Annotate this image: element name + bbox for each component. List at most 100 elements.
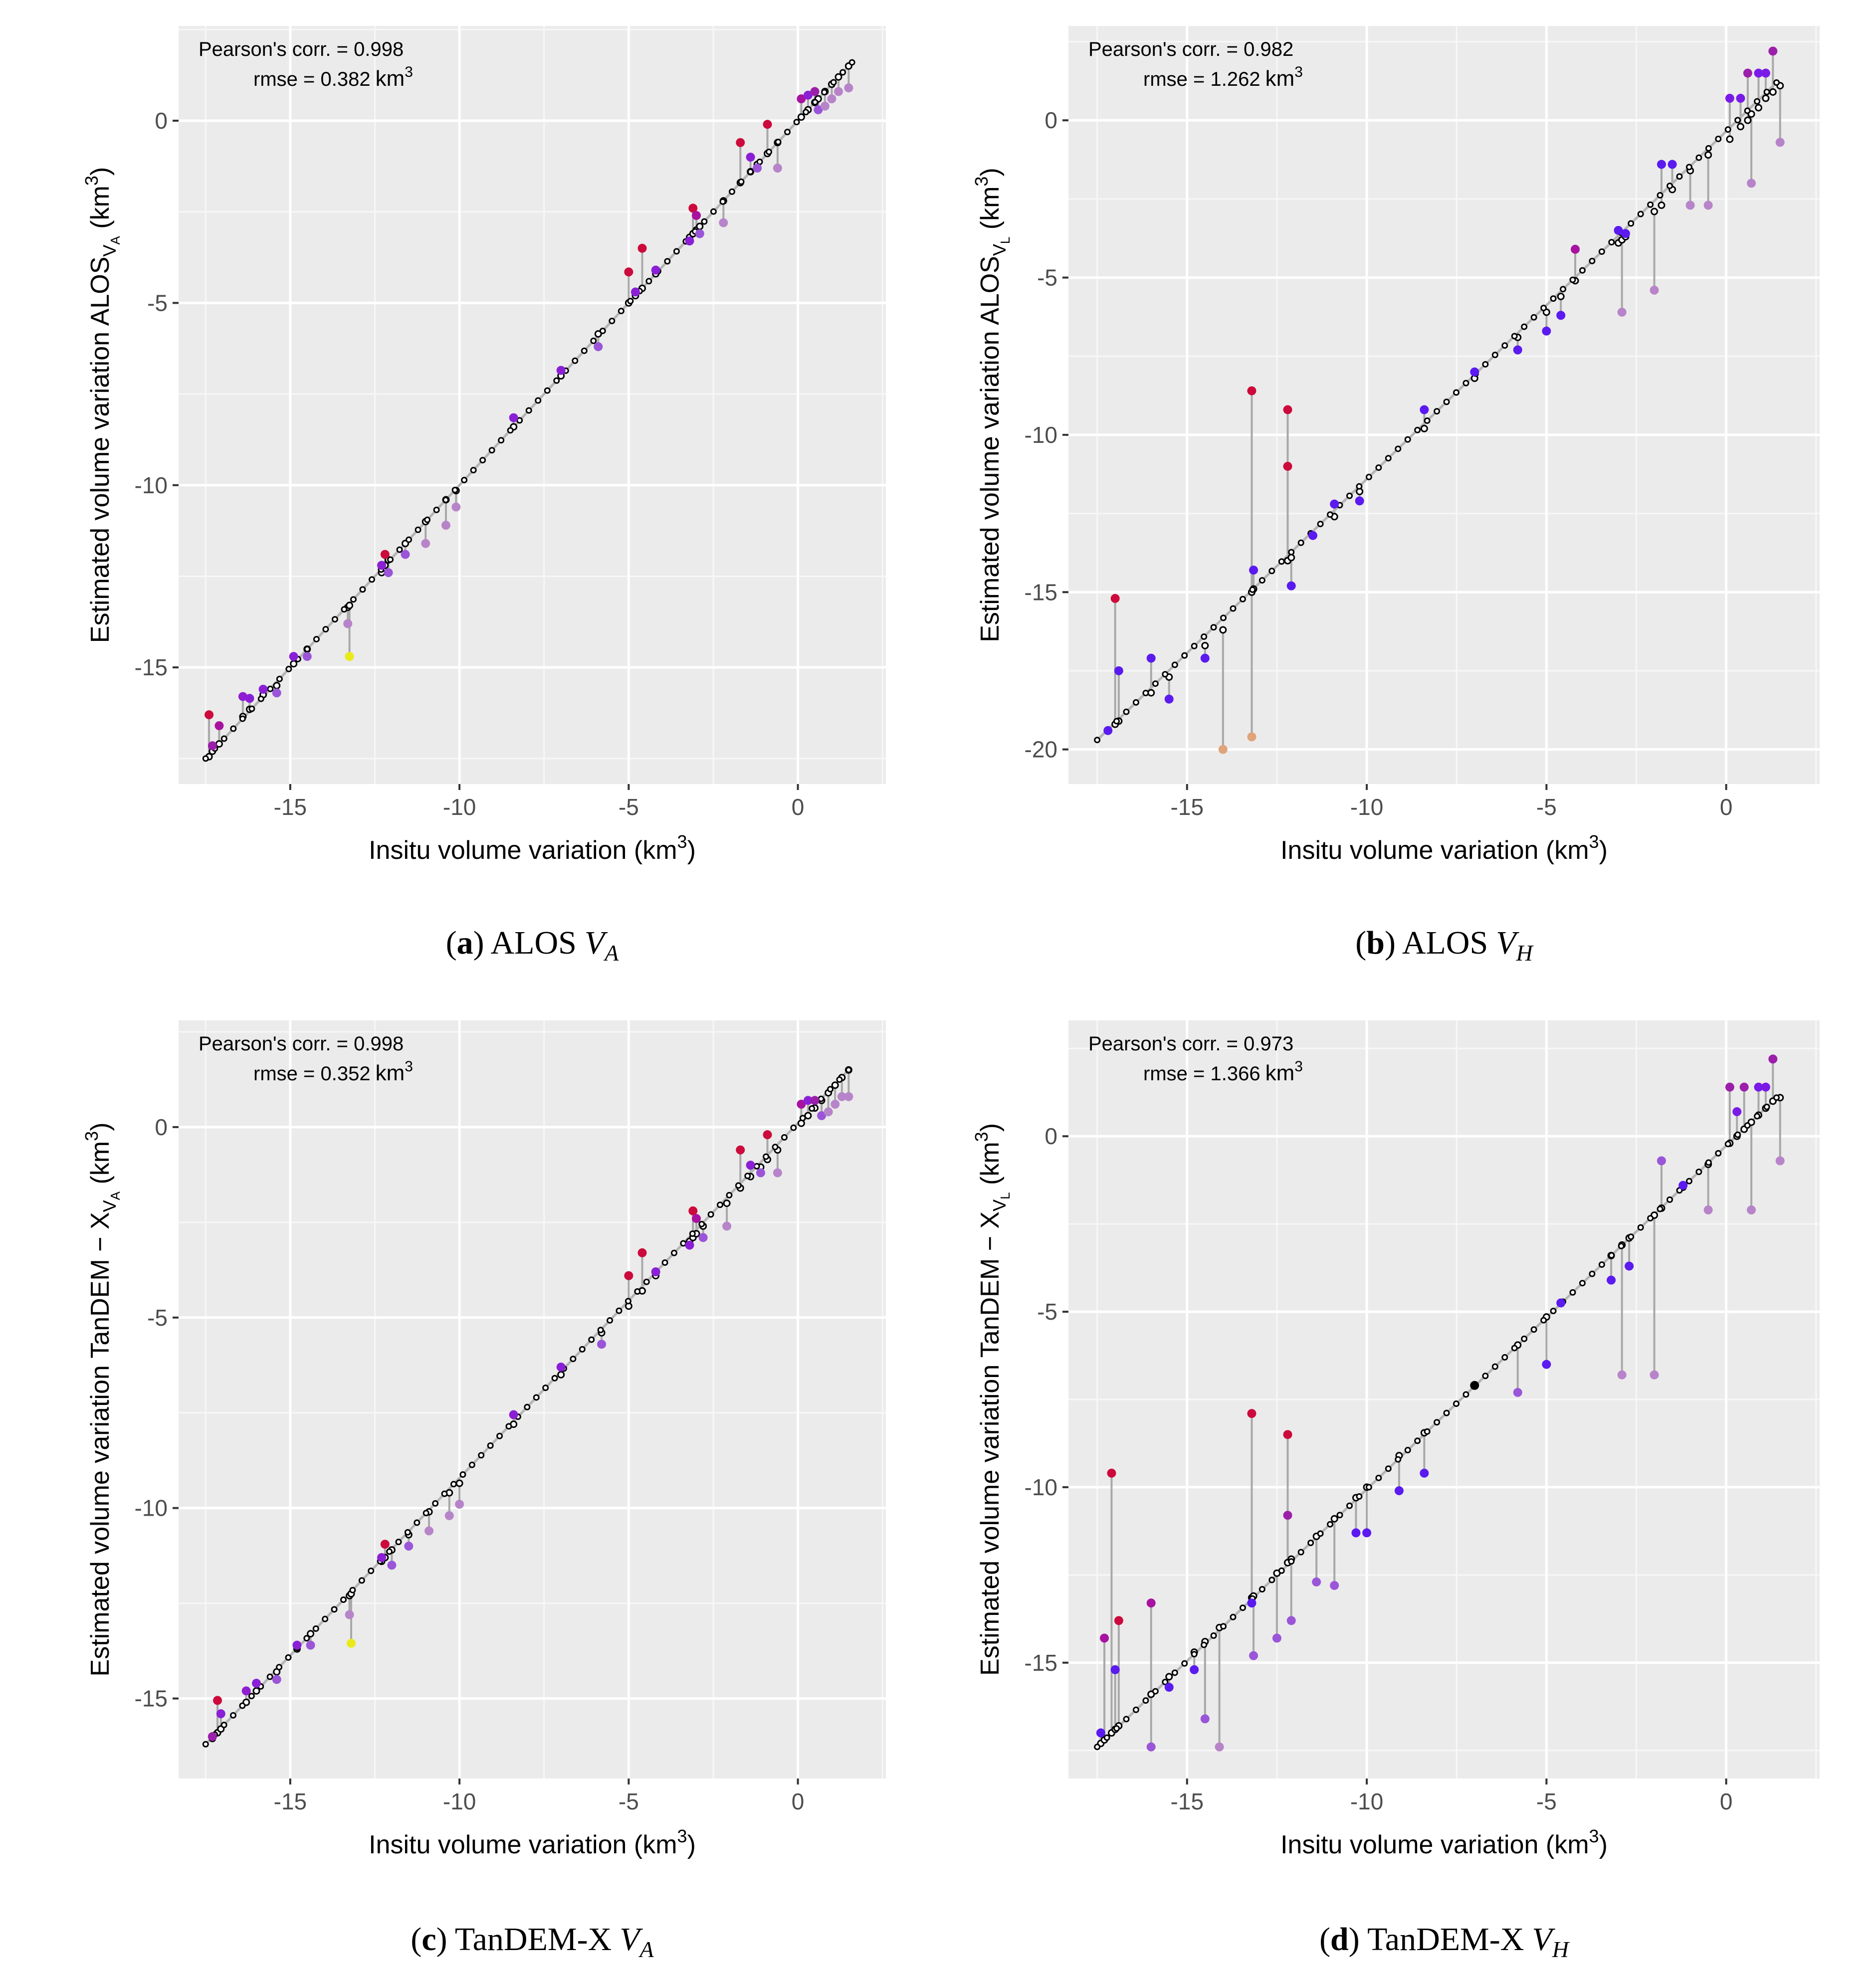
estimated-point xyxy=(289,652,298,661)
estimated-point xyxy=(1218,745,1228,754)
insitu-point xyxy=(775,139,782,146)
insitu-point xyxy=(717,1201,724,1208)
estimated-point xyxy=(651,265,660,275)
y-axis-label-tail: (km xyxy=(976,187,1005,237)
estimated-point xyxy=(1775,1156,1785,1166)
estimated-point xyxy=(1308,531,1317,540)
x-tick-label: -10 xyxy=(443,794,476,820)
insitu-point xyxy=(451,486,458,493)
caption-open: ( xyxy=(1319,1921,1330,1958)
y-tick-label: 0 xyxy=(155,1114,168,1140)
rmse-unit-sup: 3 xyxy=(405,64,413,80)
insitu-point xyxy=(1715,1150,1722,1157)
insitu-point xyxy=(396,546,403,553)
insitu-point xyxy=(1152,1688,1159,1695)
estimated-point xyxy=(1761,68,1770,78)
insitu-point xyxy=(1589,257,1596,264)
insitu-point xyxy=(1385,1465,1392,1472)
insitu-point xyxy=(386,1548,393,1555)
y-axis-label: Estimated volume variation TanDEM − XVA … xyxy=(81,1123,123,1677)
insitu-point xyxy=(1152,680,1159,687)
insitu-point xyxy=(1094,1744,1101,1751)
insitu-point xyxy=(303,1635,310,1642)
insitu-point xyxy=(1685,164,1692,171)
insitu-point xyxy=(1667,183,1673,190)
y-tick-label: -10 xyxy=(1025,1474,1057,1500)
insitu-point xyxy=(1540,304,1547,311)
insitu-point xyxy=(1395,445,1402,452)
insitu-point xyxy=(1330,1515,1338,1523)
caption-letter: d xyxy=(1330,1921,1349,1958)
insitu-point xyxy=(607,1317,614,1324)
insitu-point xyxy=(1220,1623,1227,1630)
insitu-point xyxy=(470,467,477,474)
estimated-point xyxy=(1621,229,1630,238)
x-tick-label: -5 xyxy=(1536,1788,1557,1814)
x-tick-label: -10 xyxy=(443,1788,476,1814)
insitu-point xyxy=(1521,323,1528,330)
estimated-point xyxy=(1114,1616,1123,1625)
insitu-point xyxy=(450,1481,457,1488)
estimated-point xyxy=(384,568,393,578)
x-axis-label-close: ) xyxy=(687,836,696,865)
insitu-point xyxy=(432,1500,439,1507)
insitu-point xyxy=(821,89,828,96)
estimated-point xyxy=(441,521,450,530)
estimated-point xyxy=(238,692,247,701)
insitu-point xyxy=(812,99,819,106)
estimated-point xyxy=(1617,1370,1627,1380)
insitu-point xyxy=(424,516,431,523)
estimated-point xyxy=(1685,200,1695,210)
y-axis-label-tail: (km xyxy=(976,1142,1005,1192)
insitu-point xyxy=(738,178,745,185)
insitu-point xyxy=(588,1336,595,1343)
y-axis-label-sup: 3 xyxy=(81,176,102,186)
x-tick-label: -15 xyxy=(274,1788,307,1814)
estimated-point xyxy=(1513,1387,1522,1397)
insitu-point xyxy=(1589,1270,1596,1277)
insitu-point xyxy=(728,188,735,195)
estimated-point xyxy=(692,211,701,220)
pearson-annotation: Pearson's corr. = 0.973 xyxy=(1088,1033,1293,1055)
estimated-point xyxy=(1100,1633,1109,1643)
x-tick-label: -15 xyxy=(274,794,307,820)
insitu-point xyxy=(422,1510,429,1517)
insitu-point xyxy=(1550,1308,1557,1315)
insitu-point xyxy=(215,740,223,748)
estimated-point xyxy=(306,1640,315,1650)
estimated-point xyxy=(1725,1082,1734,1092)
y-tick-label: -5 xyxy=(147,1305,168,1331)
estimated-point xyxy=(1657,160,1666,169)
x-tick-label: -5 xyxy=(619,1788,639,1814)
chart-panel-d: -15 -10 -5 0 -15 -10 -5 0 Pearson's corr. = 0.97… xyxy=(971,1020,1820,1962)
y-axis-label-sub: V xyxy=(99,245,120,257)
caption-text: TanDEM-X xyxy=(455,1921,612,1958)
insitu-point xyxy=(680,1240,687,1247)
y-tick-label: -5 xyxy=(147,290,168,316)
estimated-point xyxy=(1200,1714,1210,1724)
y-axis-label-subsub: A xyxy=(108,236,123,245)
insitu-point xyxy=(1734,1131,1741,1138)
insitu-point xyxy=(803,109,810,116)
insitu-point xyxy=(1608,1252,1615,1259)
insitu-point xyxy=(1618,1242,1625,1249)
insitu-point xyxy=(1443,398,1450,405)
estimated-point xyxy=(773,1168,782,1178)
estimated-point xyxy=(1743,68,1752,78)
estimated-point xyxy=(1725,94,1734,103)
x-tick-label: -15 xyxy=(1171,794,1204,820)
estimated-point xyxy=(380,1540,390,1549)
insitu-point xyxy=(358,1577,365,1584)
estimated-point xyxy=(736,1145,745,1155)
estimated-point xyxy=(685,236,694,246)
insitu-point xyxy=(836,1076,843,1083)
insitu-point xyxy=(1327,511,1334,518)
insitu-point xyxy=(1230,1613,1237,1620)
insitu-point xyxy=(1628,1233,1635,1240)
estimated-point xyxy=(814,105,823,115)
insitu-point xyxy=(627,298,634,305)
estimated-point xyxy=(451,502,461,512)
insitu-point xyxy=(1705,1159,1712,1166)
caption-letter: c xyxy=(421,1921,436,1958)
insitu-point xyxy=(1249,586,1256,593)
